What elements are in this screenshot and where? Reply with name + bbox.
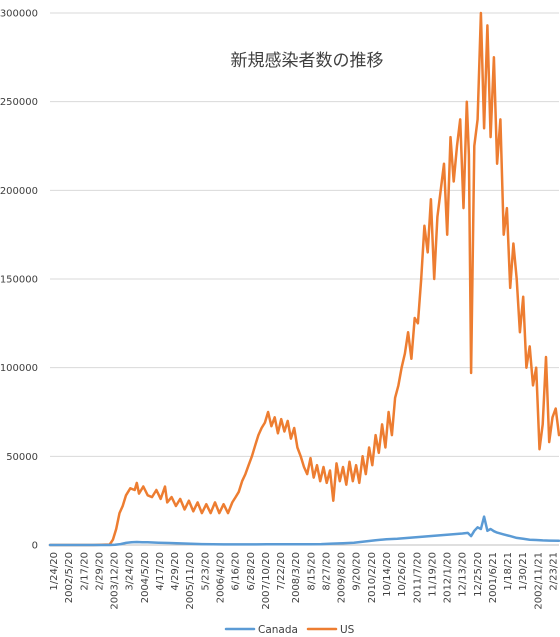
x-tick-label: 8/15/20: [306, 552, 317, 591]
x-axis-ticks: 1/24/20 2002/5/20 2/17/20 2/29/20 2003/12/20…: [49, 552, 559, 610]
x-tick-label: 2003/12/20: [110, 552, 121, 610]
x-tick-label: 10/26/20: [397, 552, 408, 597]
x-tick-label: 2004/5/20: [140, 552, 151, 603]
x-tick-label: 2010/2/20: [367, 552, 378, 603]
x-tick-label: 5/23/20: [200, 552, 211, 591]
series-lines: [48, 11, 560, 547]
y-tick-label: 100000: [0, 363, 38, 374]
chart-title: 新規感染者数の推移: [231, 51, 384, 71]
x-tick-label: 4/29/20: [170, 552, 181, 591]
x-tick-label: 9/20/20: [352, 552, 363, 591]
x-tick-label: 4/17/20: [155, 552, 166, 591]
x-tick-label: 7/22/20: [276, 552, 287, 591]
x-tick-label: 6/16/20: [231, 552, 242, 591]
x-tick-label: 8/27/20: [321, 552, 332, 591]
series-line-canada: [48, 515, 560, 547]
x-tick-label: 2002/5/20: [64, 552, 75, 603]
legend: Canada US: [224, 624, 355, 636]
x-tick-label: 2002/11/21: [533, 552, 544, 610]
y-tick-label: 0: [32, 541, 38, 552]
x-tick-label: 12/13/20: [458, 552, 469, 597]
x-tick-label: 1/18/21: [503, 552, 514, 591]
x-tick-label: 1/24/20: [49, 552, 60, 591]
series-line-us: [48, 11, 560, 547]
y-axis-ticks: 0 50000 100000 150000 200000 250000 300000: [0, 9, 38, 552]
x-tick-label: 2007/10/20: [261, 552, 272, 610]
y-tick-label: 250000: [0, 97, 38, 108]
x-tick-label: 3/24/20: [125, 552, 136, 591]
legend-label-canada: Canada: [258, 624, 298, 636]
x-tick-label: 2012/1/20: [443, 552, 454, 603]
gridlines: [50, 12, 559, 546]
x-tick-label: 2/17/20: [79, 552, 90, 591]
legend-label-us: US: [340, 624, 355, 636]
x-tick-label: 10/14/20: [382, 552, 393, 597]
x-tick-label: 2/29/20: [94, 552, 105, 591]
x-tick-label: 2011/7/20: [412, 552, 423, 603]
y-tick-label: 300000: [0, 9, 38, 20]
x-tick-label: 12/25/20: [473, 552, 484, 597]
x-tick-label: 2008/3/20: [291, 552, 302, 603]
x-tick-label: 2001/6/21: [488, 552, 499, 603]
x-tick-label: 1/30/21: [518, 552, 529, 591]
x-tick-label: 2006/4/20: [215, 552, 226, 603]
x-tick-label: 6/28/20: [246, 552, 257, 591]
x-tick-label: 2005/11/20: [185, 552, 196, 610]
x-tick-label: 11/19/20: [427, 552, 438, 597]
y-tick-label: 50000: [6, 452, 38, 463]
x-tick-label: 2/23/21: [548, 552, 559, 591]
x-tick-label: 2009/8/20: [337, 552, 348, 603]
y-tick-label: 150000: [0, 275, 38, 286]
y-tick-label: 200000: [0, 186, 38, 197]
